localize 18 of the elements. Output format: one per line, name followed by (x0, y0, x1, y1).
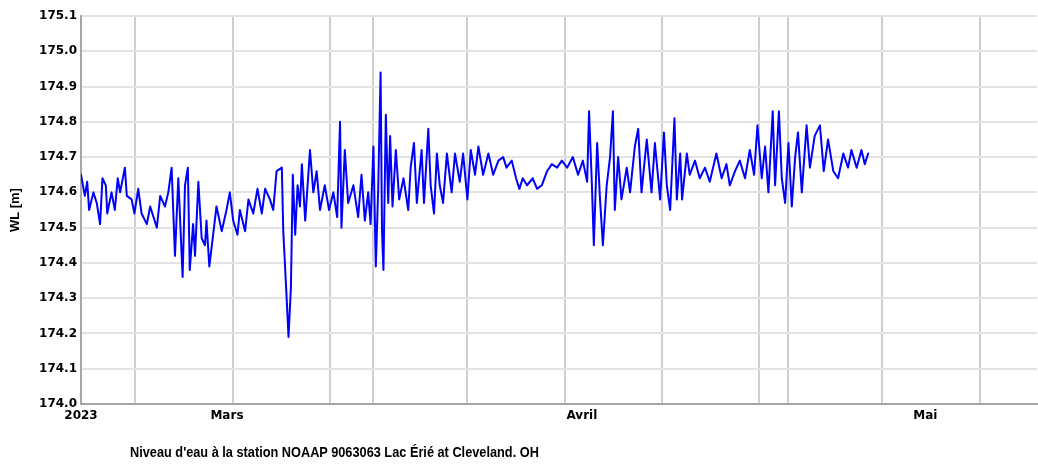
y-tick-label: 174.0 (39, 396, 77, 411)
y-axis-title: WL [m] (7, 188, 23, 232)
y-tick-label: 174.2 (39, 325, 77, 340)
y-tick-label: 174.4 (39, 255, 77, 270)
y-tick-label: 174.9 (39, 78, 77, 93)
y-tick-label: 175.0 (39, 43, 77, 58)
y-tick-label: 174.6 (39, 184, 77, 199)
text: Niveau d'eau à la station NOAAP 9063063 Lac Érié at Cleveland. OH (130, 443, 539, 461)
y-tick-label: 174.7 (39, 149, 77, 164)
x-tick-label: Mai (913, 408, 938, 423)
x-tick-label: 2023 (64, 408, 98, 423)
y-tick-label: 174.5 (39, 219, 77, 234)
x-tick-label: Mars (210, 408, 244, 423)
y-tick-label: 174.1 (39, 360, 77, 375)
y-tick-label: 174.3 (39, 290, 77, 305)
x-tick-label: Avril (566, 408, 598, 423)
y-tick-label: 174.8 (39, 113, 77, 128)
y-tick-label: 175.1 (39, 8, 77, 23)
